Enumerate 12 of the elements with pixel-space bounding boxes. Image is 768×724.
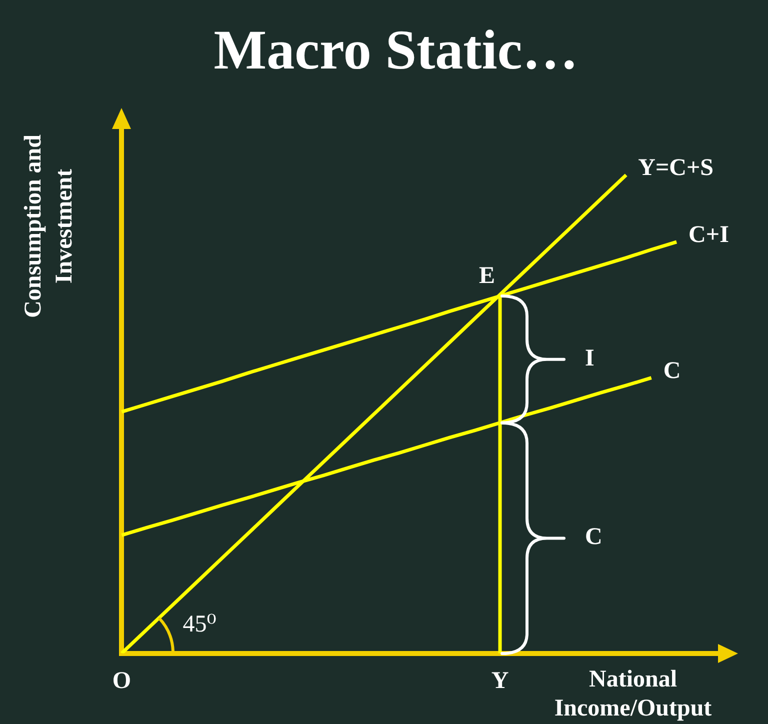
x-tick-label: O (112, 668, 132, 694)
series-label: C+I (688, 222, 729, 248)
annotation: 45⁰ (182, 612, 216, 638)
series-label: C (663, 358, 681, 384)
series-label: Y=C+S (638, 155, 714, 182)
x-axis-title: National Income/Output (554, 666, 712, 722)
x-tick-label: Y (491, 668, 509, 694)
annotation: C (585, 524, 602, 550)
y-axis-title: Consumption and Investment (20, 134, 78, 318)
chart-title: Macro Static… (214, 19, 578, 82)
annotation: I (585, 346, 594, 372)
annotation: E (479, 263, 496, 290)
